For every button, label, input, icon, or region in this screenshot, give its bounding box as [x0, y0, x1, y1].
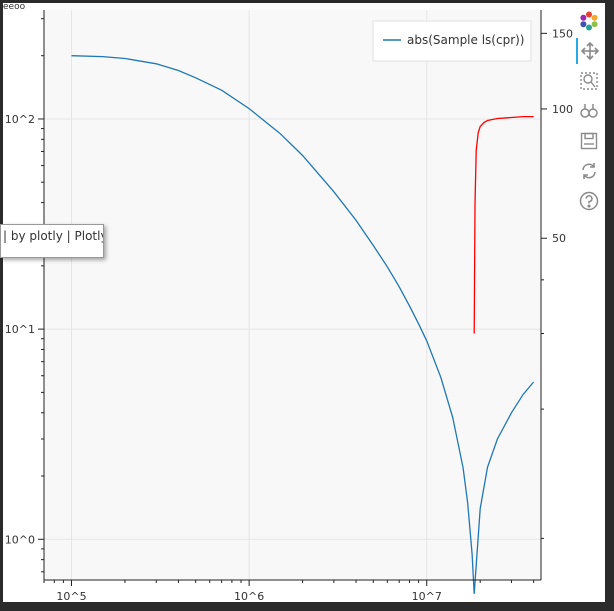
right-y-tick-label: 50	[552, 232, 566, 245]
x-tick-label: 10^7	[412, 590, 442, 603]
wheel-zoom-icon[interactable]	[576, 98, 602, 124]
right-y-tick-label: 100	[552, 103, 573, 116]
y-tick-label: 10^1	[5, 323, 35, 336]
help-icon[interactable]	[576, 188, 602, 214]
toolbar	[574, 8, 604, 218]
series-line-0	[71, 55, 535, 594]
reset-icon[interactable]	[576, 158, 602, 184]
grid-lines	[44, 10, 541, 580]
box-zoom-icon[interactable]	[576, 68, 602, 94]
series-line-1	[473, 115, 534, 334]
legend-box	[372, 20, 532, 62]
corner-label: eeoo	[3, 2, 26, 12]
bokeh-logo-icon[interactable]	[576, 8, 602, 34]
legend: abs(Sample ls(cpr))	[372, 20, 532, 62]
plot-area[interactable]	[44, 10, 541, 580]
legend-label: abs(Sample ls(cpr))	[407, 33, 525, 47]
y-tick-label: 10^2	[5, 113, 35, 126]
y-tick-label: 10^0	[5, 533, 35, 546]
save-icon[interactable]	[576, 128, 602, 154]
tooltip: | by plotly | Plotly |	[0, 224, 104, 258]
pan-icon[interactable]	[576, 38, 602, 64]
x-tick-label: 10^5	[56, 590, 86, 603]
axes: 10^5 10^6 10^7 10^2 10^1 10^0 150 100 50	[5, 10, 573, 603]
series-layer	[71, 55, 535, 594]
x-tick-label: 10^6	[234, 590, 264, 603]
right-y-tick-label: 150	[552, 27, 573, 40]
